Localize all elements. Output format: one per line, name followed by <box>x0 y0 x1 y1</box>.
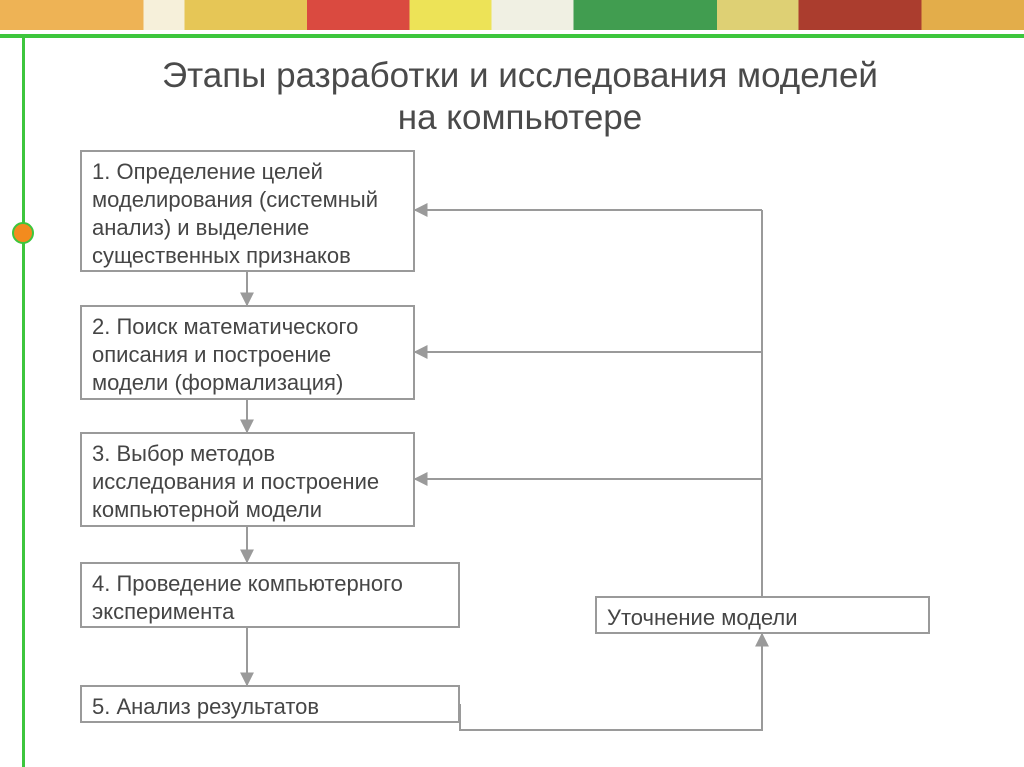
flow-step-label: 5. Анализ результатов <box>92 693 448 721</box>
flow-step-label: 1. Определение целей моделирования (сист… <box>92 158 403 271</box>
flow-step-3: 3. Выбор методов исследования и построен… <box>80 432 415 527</box>
page-title: Этапы разработки и исследования моделей … <box>80 55 960 139</box>
left-accent-rail <box>22 38 25 767</box>
flow-step-label: Уточнение модели <box>607 604 918 632</box>
flow-step-2: 2. Поиск математического описания и пост… <box>80 305 415 400</box>
slide: Этапы разработки и исследования моделей … <box>0 0 1024 767</box>
title-line-2: на компьютере <box>80 97 960 139</box>
title-line-1: Этапы разработки и исследования моделей <box>80 55 960 97</box>
banner-underline <box>0 34 1024 38</box>
flow-step-1: 1. Определение целей моделирования (сист… <box>80 150 415 272</box>
flow-step-label: 3. Выбор методов исследования и построен… <box>92 440 403 524</box>
flow-step-5: 5. Анализ результатов <box>80 685 460 723</box>
bullet-dot-icon <box>12 222 34 244</box>
flow-step-label: 4. Проведение компьютерного эксперимента <box>92 570 448 626</box>
flow-step-label: 2. Поиск математического описания и пост… <box>92 313 403 397</box>
flow-refine-model: Уточнение модели <box>595 596 930 634</box>
decorative-banner <box>0 0 1024 30</box>
flow-step-4: 4. Проведение компьютерного эксперимента <box>80 562 460 628</box>
